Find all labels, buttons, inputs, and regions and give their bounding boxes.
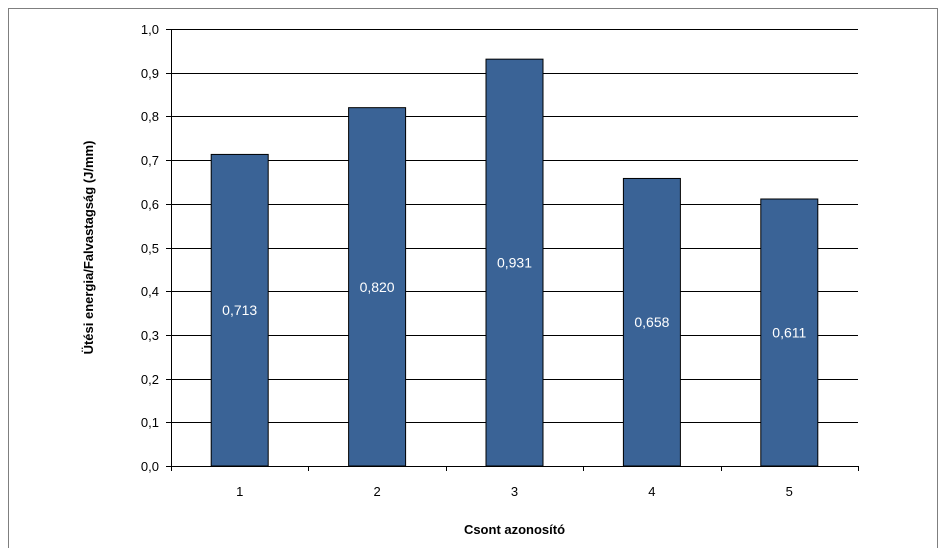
data-label: 0,931	[497, 255, 532, 271]
y-axis-ticks: 0,0 0,1 0,2 0,3 0,4 0,5 0,6 0,7 0,8 0,9 1,0	[141, 22, 171, 474]
bar	[622, 177, 681, 467]
x-tick-label: 2	[373, 484, 380, 499]
data-label: 0,713	[222, 302, 257, 318]
y-tick-label: 0,2	[141, 372, 159, 387]
y-tick-label: 0,5	[141, 241, 159, 256]
y-tick-label: 0,7	[141, 153, 159, 168]
y-tick-label: 0,1	[141, 415, 159, 430]
data-label: 0,658	[634, 314, 669, 330]
y-tick-label: 0,6	[141, 197, 159, 212]
bar	[760, 198, 819, 467]
x-axis-title: Csont azonosító	[464, 522, 565, 537]
y-tick-label: 0,0	[141, 459, 159, 474]
x-tick-label: 1	[236, 484, 243, 499]
bars: 0,713 0,820 0,931 0,658 0,611	[210, 58, 819, 467]
x-tick-label: 5	[786, 484, 793, 499]
y-tick-label: 1,0	[141, 22, 159, 37]
data-label: 0,611	[772, 324, 806, 340]
y-tick-label: 0,4	[141, 284, 159, 299]
y-tick-label: 0,8	[141, 109, 159, 124]
x-axis-ticks: 1 2 3 4 5	[171, 466, 859, 499]
data-label: 0,820	[360, 279, 395, 295]
y-tick-label: 0,3	[141, 328, 159, 343]
x-tick-label: 4	[648, 484, 655, 499]
y-tick-label: 0,9	[141, 66, 159, 81]
bar	[210, 153, 269, 467]
y-axis-title: Ütési energia/Falvastagság (J/mm)	[81, 141, 96, 355]
x-tick-label: 3	[511, 484, 518, 499]
